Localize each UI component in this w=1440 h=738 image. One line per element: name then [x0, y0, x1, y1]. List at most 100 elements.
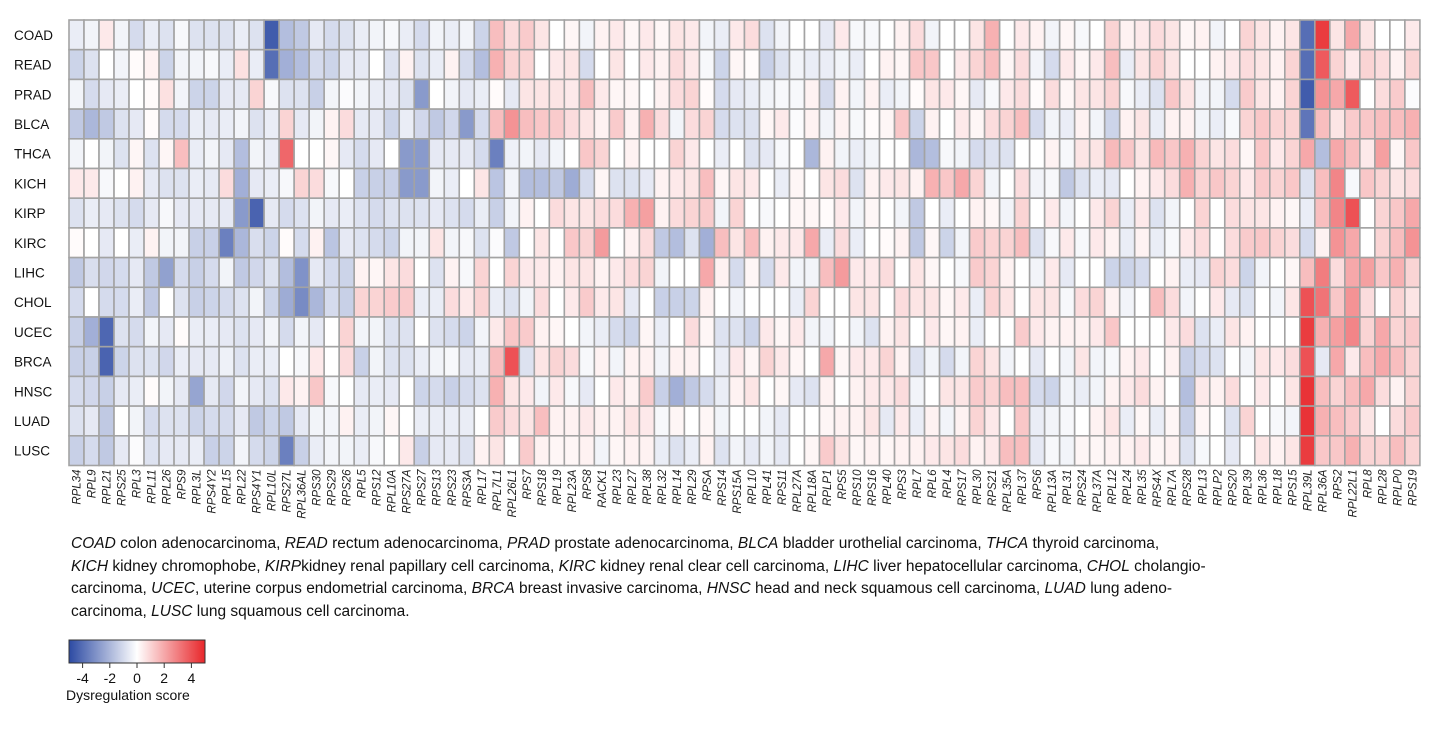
heatmap-cell-HNSC-RPL39L [1299, 375, 1316, 407]
heatmap-cell-PRAD-RPL6 [923, 78, 941, 110]
heatmap-cell-PRAD-RPL29 [683, 78, 701, 110]
heatmap-cell-COAD-RPS10 [848, 19, 866, 51]
heatmap-cell-LUSC-RPL11 [143, 434, 160, 467]
heatmap-cell-CHOL-RPLP0 [1389, 286, 1406, 318]
heatmap-cell-KICH-RPL18 [1269, 167, 1286, 200]
heatmap-cell-COAD-RPS18 [533, 19, 551, 51]
heatmap-cell-PRAD-RPL11 [143, 78, 160, 110]
heatmap-cell-BRCA-RPL35 [1133, 345, 1151, 378]
heatmap-cell-THCA-RPL13 [1193, 138, 1211, 170]
heatmap-cell-KICH-RPS8 [578, 167, 596, 200]
heatmap-cell-COAD-RPS4X [1148, 19, 1166, 51]
heatmap-cell-THCA-RPL39 [1238, 138, 1256, 170]
heatmap-cell-BRCA-RACK1 [593, 345, 611, 378]
heatmap-cell-LUAD-RPL36A [1314, 405, 1331, 437]
heatmap-cell-BRCA-RPS27L [278, 345, 295, 378]
heatmap-cell-READ-RPL6 [923, 48, 941, 81]
heatmap-cell-BRCA-RPS12 [368, 345, 386, 378]
heatmap-cell-KICH-RPL23 [608, 167, 626, 200]
heatmap-cell-READ-RPL30 [968, 48, 986, 81]
caption-line: carcinoma, UCEC, uterine corpus endometr… [71, 578, 1206, 601]
column-label: RPL38 [642, 469, 654, 505]
column-label: RPS16 [867, 469, 879, 506]
heatmap-cell-LIHC-RPL23A [563, 256, 581, 289]
column-label: RPS25 [117, 469, 129, 506]
column-label: RPL15 [222, 469, 234, 505]
heatmap-cell-KIRC-RPL5 [353, 227, 371, 259]
heatmap-cell-LUAD-RPL3L [188, 405, 205, 437]
heatmap-cell-KICH-RPL22L1 [1344, 167, 1361, 200]
heatmap-cell-KICH-RPS16 [863, 167, 881, 200]
heatmap-cell-LUSC-RPL28 [1374, 434, 1391, 467]
heatmap-cell-PRAD-RPS25 [113, 78, 130, 110]
heatmap-cell-LUAD-RPS28 [1178, 405, 1196, 437]
heatmap-cell-BLCA-RPL18A [803, 108, 821, 140]
heatmap-cell-BRCA-RPL9 [83, 345, 100, 378]
heatmap-cell-BRCA-RPL37A [1088, 345, 1106, 378]
heatmap-cell-LUSC-RPL22 [233, 434, 250, 467]
heatmap-cell-BRCA-RPS23 [443, 345, 461, 378]
heatmap-cell-LUSC-RPLP2 [1208, 434, 1226, 467]
heatmap-cell-PRAD-RPL9 [83, 78, 100, 110]
heatmap-cell-KIRC-RPL7A [1163, 227, 1181, 259]
heatmap-cell-LUAD-RPL26L1 [503, 405, 521, 437]
heatmap-cell-CHOL-RPS9 [173, 286, 190, 318]
heatmap-cell-BLCA-RPL6 [923, 108, 941, 140]
heatmap-cell-LUAD-RPS23 [443, 405, 461, 437]
heatmap-cell-UCEC-RPL29 [683, 316, 701, 348]
heatmap-cell-KIRC-RPL37 [1013, 227, 1031, 259]
heatmap-cell-KICH-RPS17 [953, 167, 971, 200]
heatmap-cell-KIRC-RPL36AL [293, 227, 310, 259]
heatmap-cell-LUSC-RPS15A [728, 434, 746, 467]
heatmap-cell-LUAD-RPS13 [428, 405, 446, 437]
heatmap-cell-LIHC-RPS6 [1028, 256, 1046, 289]
row-label: CHOL [14, 295, 52, 310]
heatmap-cell-LIHC-RPL32 [653, 256, 671, 289]
heatmap-cell-LUSC-RPL21 [98, 434, 115, 467]
heatmap-cell-LIHC-RPL40 [878, 256, 896, 289]
heatmap-cell-UCEC-RPS26 [338, 316, 355, 348]
heatmap-cell-LUAD-RPS4Y2 [203, 405, 220, 437]
heatmap-cell-UCEC-RPL21 [98, 316, 115, 348]
heatmap-cell-THCA-RPL14 [668, 138, 686, 170]
heatmap-cell-READ-RPL14 [668, 48, 686, 81]
heatmap-cell-LIHC-RPS11 [773, 256, 791, 289]
column-label: RPS27L [282, 470, 294, 513]
heatmap-cell-LUSC-RPL7A [1163, 434, 1181, 467]
heatmap-cell-UCEC-RPL22 [233, 316, 250, 348]
column-label: RPS7 [522, 469, 534, 500]
heatmap-cell-HNSC-RPS16 [863, 375, 881, 407]
heatmap-cell-PRAD-RPL38 [638, 78, 656, 110]
heatmap-cell-COAD-RPL38 [638, 19, 656, 51]
heatmap-cell-BRCA-RPS15 [1284, 345, 1301, 378]
heatmap-cell-COAD-RPS5 [833, 19, 851, 51]
heatmap-cell-LUAD-RPL23 [608, 405, 626, 437]
heatmap-cell-UCEC-RPL35 [1133, 316, 1151, 348]
column-label: RPL9 [87, 469, 99, 498]
caption-line: COAD colon adenocarcinoma, READ rectum a… [71, 533, 1206, 556]
heatmap-cell-LIHC-RPS16 [863, 256, 881, 289]
column-label: RPL14 [672, 470, 684, 505]
heatmap-cell-BRCA-RPL7A [1163, 345, 1181, 378]
heatmap-cell-BLCA-RPL7 [908, 108, 926, 140]
heatmap-cell-READ-RPL4 [938, 48, 956, 81]
heatmap-cell-LUSC-RPS26 [338, 434, 355, 467]
heatmap-cell-UCEC-RPL32 [653, 316, 671, 348]
heatmap-cell-THCA-RPL37 [1013, 138, 1031, 170]
heatmap-cell-BRCA-RPS4X [1148, 345, 1166, 378]
heatmap-cell-THCA-RPL26 [158, 138, 175, 170]
heatmap-cell-COAD-RPL13A [1043, 19, 1061, 51]
heatmap-cell-UCEC-RPS15A [728, 316, 746, 348]
heatmap-cell-HNSC-RPL40 [878, 375, 896, 407]
heatmap-cell-LUAD-RPL14 [668, 405, 686, 437]
heatmap-cell-KICH-RPL37 [1013, 167, 1031, 200]
heatmap-cell-PRAD-RPL26 [158, 78, 175, 110]
heatmap-cell-CHOL-RPS7 [518, 286, 536, 318]
heatmap-cell-READ-RPS26 [338, 48, 355, 81]
heatmap-cell-HNSC-RPS2 [1329, 375, 1346, 407]
heatmap-cell-COAD-RPSA [698, 19, 716, 51]
heatmap-cell-HNSC-RPSA [698, 375, 716, 407]
heatmap-cell-CHOL-RPL26L1 [503, 286, 521, 318]
heatmap-cell-COAD-RPS17 [953, 19, 971, 51]
cancer-description: head and neck squamous cell carcinoma, [750, 580, 1045, 597]
